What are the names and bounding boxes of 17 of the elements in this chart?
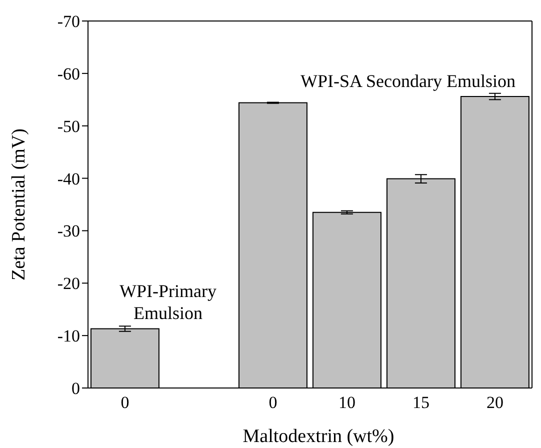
x-axis-title: Maltodextrin (wt%)	[242, 426, 396, 448]
x-tick-label: 0	[268, 393, 278, 412]
x-tick-label: 10	[338, 393, 356, 412]
y-tick-label: 0	[72, 379, 80, 398]
y-tick-label: -20	[57, 274, 80, 294]
x-tick-label: 0	[120, 393, 130, 412]
annotation: WPI-Primary Emulsion	[118, 280, 218, 324]
y-tick-label: -30	[57, 222, 80, 241]
x-tick-label: 15	[412, 393, 430, 412]
y-tick-label: -60	[57, 64, 80, 84]
x-tick-label: 20	[486, 393, 504, 412]
y-tick-label: -50	[57, 116, 80, 136]
y-axis-title: Zeta Potential (mV)	[8, 128, 30, 280]
y-tick-label: -70	[57, 12, 80, 32]
annotation: WPI-SA Secondary Emulsion	[300, 70, 516, 92]
y-tick-label: -10	[57, 326, 80, 346]
y-tick-label: -40	[57, 169, 80, 188]
